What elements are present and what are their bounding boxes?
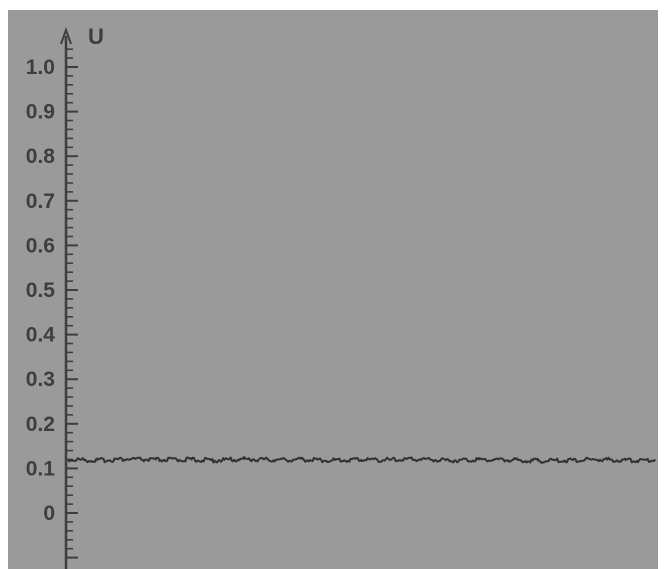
series-layer: [67, 456, 656, 464]
data-point: [419, 458, 422, 460]
y-tick-label: 0.9: [26, 101, 55, 124]
y-tick-label: 0.6: [26, 234, 55, 257]
data-point: [67, 458, 69, 461]
y-tick-label: 0: [43, 502, 55, 525]
y-tick-label: 0.8: [26, 145, 56, 168]
data-point: [243, 458, 245, 460]
data-point: [302, 458, 304, 461]
data-point: [155, 459, 157, 461]
data-point: [360, 458, 363, 461]
y-tick-label: 0.1: [26, 457, 56, 480]
data-point: [624, 459, 627, 462]
series-line: [67, 456, 656, 464]
y-tick-label: 0.3: [26, 368, 55, 391]
data-point: [566, 459, 568, 462]
data-point: [448, 459, 451, 462]
data-point: [595, 458, 598, 461]
data-point: [184, 458, 187, 461]
data-point: [654, 459, 656, 461]
y-tick-label: 0.4: [26, 324, 56, 347]
y-axis-arrow: [60, 27, 72, 45]
data-point: [214, 459, 216, 462]
plot-background: [8, 10, 658, 569]
y-tick-label: 1.0: [26, 56, 55, 79]
y-axis-label: U: [88, 24, 104, 49]
data-point: [478, 458, 480, 461]
data-point: [96, 459, 99, 462]
data-point: [536, 460, 539, 462]
data-point: [331, 459, 334, 462]
data-point: [507, 459, 510, 461]
data-point: [125, 458, 128, 460]
data-point: [390, 459, 392, 461]
y-axis-tick-labels: 1.0 0.9 0.8 0.7 0.6 0.5 0.4 0.3 0.2 0.1 0: [26, 56, 56, 525]
y-tick-label: 0.2: [26, 413, 55, 436]
data-point: [272, 459, 275, 461]
y-tick-label: 0.7: [26, 190, 55, 213]
y-tick-label: 0.5: [26, 279, 56, 302]
